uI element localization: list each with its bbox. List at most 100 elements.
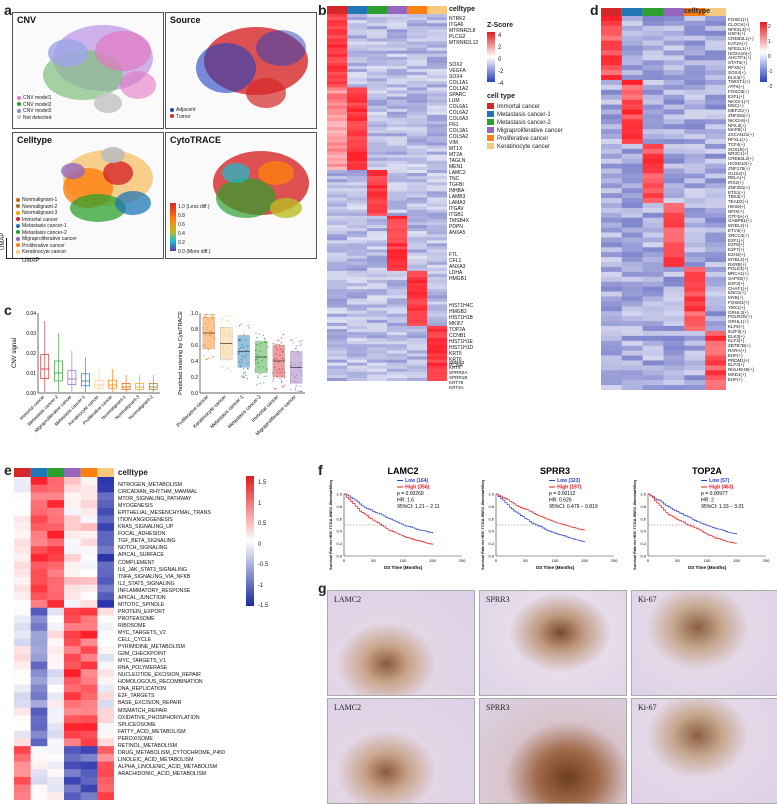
heatmap-b-cell bbox=[367, 344, 388, 348]
heatmap-b-cell bbox=[407, 139, 428, 143]
heatmap-d-cell bbox=[705, 370, 726, 376]
heatmap-b-cell bbox=[387, 121, 408, 125]
heatmap-b-cell bbox=[387, 264, 408, 269]
heatmap-b-cell bbox=[327, 353, 348, 357]
c-right-point bbox=[259, 382, 261, 385]
c-right-point bbox=[272, 372, 274, 374]
heatmap-d-cell bbox=[642, 153, 664, 160]
heatmap-b-cell bbox=[327, 111, 348, 116]
c-right-point bbox=[243, 356, 246, 358]
heatmap-b-cell bbox=[407, 246, 428, 250]
heatmap-b-cell bbox=[327, 41, 348, 45]
heatmap-e-cell bbox=[30, 584, 48, 593]
heatmap-d-cell bbox=[663, 65, 685, 71]
heatmap-b-cell bbox=[387, 47, 408, 51]
heatmap-b-cell bbox=[347, 169, 368, 174]
ihc-image: Ki-67 bbox=[631, 590, 777, 696]
heatmap-d-cell bbox=[621, 40, 643, 46]
heatmap-b-cell bbox=[427, 182, 447, 186]
heatmap-b-cell bbox=[407, 160, 428, 165]
heatmap-b-cell bbox=[387, 56, 408, 61]
heatmap-d-cell bbox=[663, 45, 685, 51]
heatmap-e-cell bbox=[97, 638, 114, 647]
heatmap-e-cell bbox=[97, 730, 114, 739]
heatmap-b-cell bbox=[367, 368, 388, 373]
umap-cnv-scatter bbox=[43, 25, 156, 113]
heatmap-b-cell bbox=[367, 32, 388, 36]
heatmap-d-cell bbox=[684, 193, 706, 199]
heatmap-b-cell bbox=[387, 44, 408, 48]
heatmap-b-cell bbox=[407, 105, 428, 110]
heatmap-b-cell bbox=[347, 206, 368, 211]
heatmap-b-cell bbox=[427, 240, 447, 244]
heatmap-e-cell bbox=[64, 738, 81, 747]
heatmap-e-cell bbox=[14, 553, 31, 562]
heatmap-e-cell bbox=[30, 692, 48, 701]
heatmap-d-cell bbox=[705, 237, 726, 243]
heatmap-b-cell bbox=[387, 234, 408, 238]
heatmap-b-cell bbox=[367, 292, 388, 296]
heatmap-b-cell bbox=[407, 14, 428, 18]
pathway-label: PYRIMIDINE_METABOLISM bbox=[118, 644, 185, 651]
heatmap-d-cell bbox=[621, 104, 643, 110]
heatmap-e-cell bbox=[30, 684, 48, 693]
heatmap-b-cell bbox=[367, 237, 388, 241]
pathway-label: RIBOSOME bbox=[118, 622, 146, 629]
heatmap-b-cell bbox=[407, 148, 428, 152]
heatmap-b-cell bbox=[387, 169, 408, 174]
f-hr: HR: 0.626 bbox=[549, 498, 572, 504]
heatmap-b-cell bbox=[407, 179, 428, 183]
c-right-point bbox=[266, 345, 268, 348]
heatmap-b-cell bbox=[427, 365, 447, 370]
heatmap-b-cell bbox=[367, 182, 388, 186]
heatmap-e-cell bbox=[14, 692, 31, 701]
heatmap-b-cell bbox=[327, 151, 348, 155]
heatmap-d-cell bbox=[601, 45, 623, 51]
heatmap-b-cell bbox=[407, 41, 428, 45]
heatmap-d-cell bbox=[642, 222, 664, 228]
f-ytick: 0.0 bbox=[640, 554, 646, 559]
heatmap-b-cell bbox=[327, 133, 348, 137]
heatmap-b-cell bbox=[367, 179, 388, 183]
heatmap-b-cell bbox=[327, 273, 348, 278]
gene-label: LDHA bbox=[449, 270, 463, 276]
f-ci: 95%CI: 1.21 − 2.11 bbox=[397, 504, 440, 510]
heatmap-b-cell bbox=[407, 292, 428, 296]
heatmap-b-cell bbox=[387, 160, 408, 165]
heatmap-b-cell bbox=[347, 163, 368, 168]
heatmap-b-cell bbox=[387, 231, 408, 235]
heatmap-b-cell bbox=[327, 267, 348, 272]
heatmap-b-cell bbox=[347, 347, 368, 351]
heatmap-b-cell bbox=[387, 270, 408, 275]
heatmap-b-cell bbox=[347, 350, 368, 354]
heatmap-b-cell bbox=[327, 243, 348, 247]
heatmap-b-cell bbox=[347, 20, 368, 24]
heatmap-d-cell bbox=[684, 232, 706, 238]
heatmap-d-cell bbox=[684, 134, 706, 140]
heatmap-b-cell bbox=[367, 347, 388, 351]
heatmap-e-cell bbox=[97, 630, 114, 639]
heatmap-b-cell bbox=[367, 163, 388, 168]
heatmap-b-cell bbox=[407, 356, 428, 360]
heatmap-d-cell bbox=[663, 143, 685, 150]
heatmap-d-cell bbox=[705, 139, 726, 145]
heatmap-e-cell bbox=[30, 661, 48, 670]
heatmap-b-cell bbox=[387, 316, 408, 321]
heatmap-b-cell bbox=[427, 234, 447, 238]
pathway-label: MYC_TARGETS_V2 bbox=[118, 629, 166, 636]
heatmap-d-cell bbox=[705, 340, 726, 347]
heatmap-d-cell bbox=[705, 55, 726, 61]
heatmap-b-cell bbox=[367, 194, 388, 198]
heatmap-d-cell bbox=[642, 380, 664, 386]
heatmap-d-cell bbox=[621, 232, 643, 238]
regulon-label: NFE2L3(+) bbox=[728, 26, 751, 32]
heatmap-b-cell bbox=[347, 221, 368, 226]
heatmap-b-cell bbox=[387, 258, 408, 263]
heatmap-d-cell bbox=[642, 178, 664, 184]
heatmap-e-cell bbox=[47, 746, 65, 755]
heatmap-b-cell bbox=[427, 298, 447, 302]
f-xlabel: OS Time (Months) bbox=[536, 565, 575, 570]
heatmap-e-cell bbox=[80, 646, 98, 655]
heatmap-b-cell bbox=[367, 231, 388, 235]
heatmap-d-cell bbox=[621, 360, 643, 366]
